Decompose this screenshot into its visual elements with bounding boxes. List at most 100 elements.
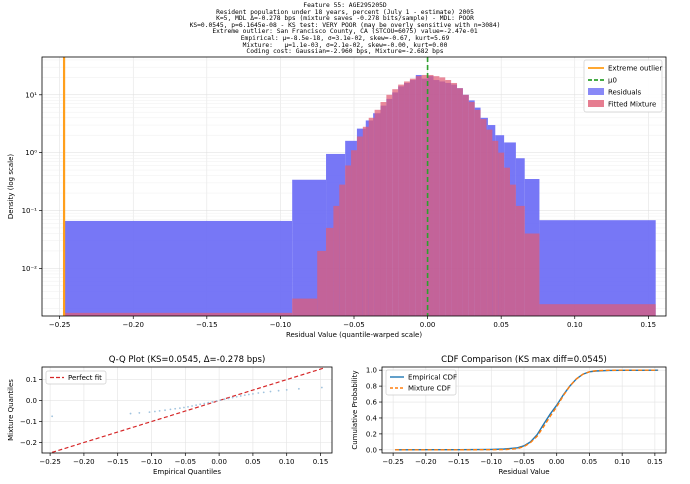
- legend-box: [45, 370, 107, 385]
- legend-box: [385, 369, 457, 396]
- qq-point: [262, 391, 265, 394]
- legend-fitted-mixture-swatch: [588, 100, 604, 107]
- mixture-bar: [333, 205, 340, 316]
- mixture-bar: [409, 78, 416, 316]
- qq-point: [297, 387, 300, 390]
- y-tick-label: 10⁻¹: [22, 207, 38, 215]
- y-tick-label: 0.1: [26, 376, 37, 384]
- mixture-bar: [345, 165, 352, 316]
- mixture-bar: [504, 167, 510, 316]
- y-tick-label: −0.2: [20, 439, 37, 447]
- x-tick-label: −0.10: [141, 458, 162, 466]
- mixture-bar: [404, 81, 410, 316]
- x-tick-label: 0.05: [493, 321, 509, 329]
- qq-plot: −0.25 −0.20 −0.15 −0.10 −0.05 0.00 0.05 0.10 0.1…: [7, 355, 333, 476]
- legend-extreme-outlier-label: Extreme outlier: [608, 65, 662, 73]
- mixture-bar: [539, 304, 656, 316]
- mixture-bar: [362, 126, 369, 316]
- mixture-bar: [351, 150, 357, 316]
- grid: [42, 367, 332, 453]
- header-line-3: K=5, MDL Δ=-0.278 bps (mixture saves -0.…: [216, 15, 474, 23]
- legend-residuals-label: Residuals: [608, 89, 642, 97]
- histogram-chart: −0.25 −0.20 −0.15 −0.10 −0.05 0.00 0.05 0.10 0.1…: [7, 56, 667, 339]
- mixture-bar: [498, 152, 505, 316]
- x-tick-label: −0.20: [415, 458, 436, 466]
- mixture-bar: [317, 250, 327, 316]
- x-tick-label: −0.05: [175, 458, 196, 466]
- mixture-bar: [380, 102, 387, 316]
- qq-point: [320, 386, 323, 389]
- qq-point: [231, 396, 234, 399]
- qq-point: [51, 415, 54, 418]
- mixture-bar: [445, 80, 452, 316]
- mixture-bar: [515, 205, 525, 316]
- x-tick-label: 0.15: [647, 458, 663, 466]
- mixture-bar: [339, 184, 346, 316]
- y-tick-label: 10¹: [25, 91, 37, 99]
- x-tick-label: 0.10: [567, 321, 583, 329]
- qq-point: [187, 405, 189, 408]
- bars: [64, 74, 656, 316]
- header-line-4: KS=0.0545, p=6.1645e-08 - KS test: VERY …: [189, 21, 501, 29]
- qq-points: [51, 386, 323, 418]
- mixture-bar: [462, 94, 469, 316]
- mixture-bar: [524, 233, 540, 316]
- mixture-bar: [326, 227, 334, 316]
- qq-point: [243, 394, 246, 397]
- mixture-bar: [356, 136, 363, 316]
- x-axis-label: Residual Value (quantile-warped scale): [286, 331, 422, 339]
- mixture-bar: [439, 77, 446, 316]
- legend-mixture-cdf-label: Mixture CDF: [408, 385, 451, 393]
- x-tick-label: 0.05: [582, 458, 598, 466]
- mixture-cdf-line: [395, 369, 659, 451]
- legend-mu0-label: μ0: [608, 77, 617, 85]
- qq-point: [285, 388, 288, 391]
- mixture-bar: [510, 184, 516, 316]
- legend-residuals-swatch: [588, 88, 604, 95]
- y-tick-label: 10⁻²: [22, 265, 38, 273]
- qq-point: [257, 392, 260, 394]
- qq-point: [158, 409, 161, 412]
- qq-point: [164, 409, 166, 412]
- cdf-plot: −0.25 −0.20 −0.15 −0.10 −0.05 0.00 0.05 0.10 0.1…: [351, 355, 667, 476]
- qq-point: [195, 404, 198, 407]
- mixture-bar: [427, 74, 434, 316]
- mixture-bar: [368, 117, 375, 316]
- qq-point: [223, 398, 226, 401]
- x-tick-label: −0.25: [382, 458, 403, 466]
- x-tick-label: −0.15: [448, 458, 469, 466]
- legend: Empirical CDF Mixture CDF: [385, 369, 457, 396]
- mixture-bar: [392, 89, 399, 316]
- qq-point: [148, 411, 151, 413]
- qq-point: [211, 400, 214, 403]
- mixture-bar: [492, 140, 499, 316]
- header-line-7: Mixture: μ=1.1e-03, σ=2.1e-02, skew=-0.0…: [242, 41, 448, 49]
- qq-point: [203, 402, 206, 405]
- qq-point: [138, 412, 141, 414]
- x-tick-label: −0.15: [196, 321, 217, 329]
- qq-point: [199, 403, 202, 406]
- header-line-2: Resident population under 18 years, perc…: [216, 8, 474, 16]
- mixture-bar: [468, 102, 475, 316]
- x-tick-label: 0.00: [420, 321, 436, 329]
- x-tick-label: −0.10: [481, 458, 502, 466]
- legend-box: [583, 59, 663, 113]
- y-tick-label: −0.1: [20, 418, 37, 426]
- y-axis-label: Cumulative Probability: [351, 370, 359, 449]
- qq-point: [227, 397, 230, 400]
- header-line-6: Empirical: μ=-8.5e-18, σ=3.1e-02, skew=-…: [240, 34, 450, 42]
- qq-point: [207, 401, 210, 404]
- y-tick-label: 0.0: [26, 397, 37, 405]
- legend-empirical-cdf-label: Empirical CDF: [408, 374, 457, 382]
- x-tick-label: 0.00: [211, 458, 227, 466]
- x-tick-label: 0.05: [245, 458, 261, 466]
- mixture-bar: [386, 94, 393, 316]
- figure-header: Feature 55: AGE295205D Resident populati…: [0, 2, 690, 56]
- mixture-bar: [292, 298, 318, 316]
- qq-point: [239, 395, 242, 397]
- qq-point: [129, 412, 132, 415]
- qq-point: [169, 408, 172, 411]
- mixture-bar: [374, 109, 381, 316]
- x-tick-label: 0.15: [641, 321, 657, 329]
- qq-point: [179, 407, 181, 410]
